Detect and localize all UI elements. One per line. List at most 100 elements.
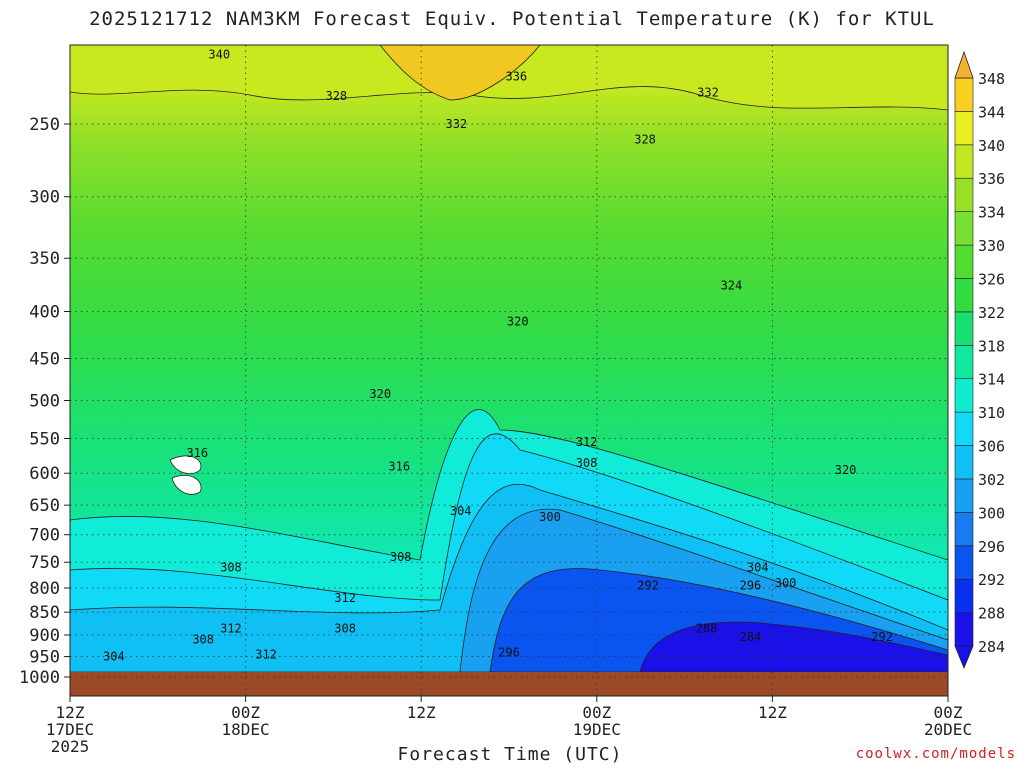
contour-label: 340 xyxy=(208,47,230,61)
x-tick-label: 20DEC xyxy=(924,720,972,739)
colorbar-label: 300 xyxy=(978,504,1005,522)
colorbar-box xyxy=(954,612,974,647)
colorbar-label: 302 xyxy=(978,471,1005,489)
contour-label: 312 xyxy=(334,591,356,605)
ground-surface xyxy=(70,672,948,696)
x-tick-label: 2025 xyxy=(51,737,90,756)
colorbar-box xyxy=(954,177,974,212)
contour-label: 288 xyxy=(696,621,718,635)
y-tick-label: 500 xyxy=(29,392,60,412)
colorbar-label: 318 xyxy=(978,337,1005,355)
x-axis-label: Forecast Time (UTC) xyxy=(397,744,623,765)
contour-label: 328 xyxy=(325,89,347,103)
band-288 xyxy=(639,621,948,673)
y-tick-label: 550 xyxy=(29,430,60,450)
contour-label: 292 xyxy=(871,630,893,644)
upper-warm-band xyxy=(70,45,948,111)
y-tick-label: 850 xyxy=(29,603,60,623)
contour-label: 308 xyxy=(576,456,598,470)
colorbar-box xyxy=(954,578,974,613)
colorbar-label: 340 xyxy=(978,137,1005,155)
contour-label: 284 xyxy=(740,630,762,644)
chart-title: 2025121712 NAM3KM Forecast Equiv. Potent… xyxy=(89,8,935,30)
blob-white-2 xyxy=(171,475,202,495)
colorbar-label: 348 xyxy=(978,70,1005,88)
contour-label: 308 xyxy=(220,561,242,575)
y-tick-label: 800 xyxy=(29,579,60,599)
y-tick-label: 650 xyxy=(29,496,60,516)
colorbar-box xyxy=(954,445,974,480)
colorbar-box xyxy=(954,278,974,313)
y-tick-label: 900 xyxy=(29,626,60,646)
colorbar-box xyxy=(954,77,974,112)
contour-label: 312 xyxy=(576,435,598,449)
contour-label: 312 xyxy=(220,621,242,635)
x-tick-label: 00Z xyxy=(582,703,611,722)
contour-label: 320 xyxy=(507,314,529,328)
colorbar-label: 322 xyxy=(978,304,1005,322)
y-tick-label: 300 xyxy=(29,188,60,208)
contour-label: 316 xyxy=(186,446,208,460)
colorbar-box xyxy=(954,545,974,580)
x-tick-label: 12Z xyxy=(56,703,85,722)
colorbar-label: 306 xyxy=(978,438,1005,456)
contour-label: 332 xyxy=(697,85,719,99)
colorbar-box xyxy=(954,378,974,413)
y-tick-label: 750 xyxy=(29,553,60,573)
contour-label: 292 xyxy=(637,578,659,592)
colorbar-label: 310 xyxy=(978,404,1005,422)
upper-max-blob xyxy=(379,45,541,101)
x-tick-label: 12Z xyxy=(758,703,787,722)
colorbar-box xyxy=(954,244,974,279)
contour-label: 296 xyxy=(498,645,520,659)
blob-white-1 xyxy=(169,455,202,474)
colorbar-box xyxy=(954,211,974,246)
y-tick-label: 950 xyxy=(29,648,60,668)
colorbar-box xyxy=(954,311,974,346)
contour-label: 324 xyxy=(721,279,743,293)
colorbar-top-arrow xyxy=(954,50,974,79)
contour-label: 300 xyxy=(539,510,561,524)
y-tick-label: 350 xyxy=(29,249,60,269)
x-tick-label: 12Z xyxy=(407,703,436,722)
contour-label: 320 xyxy=(835,463,857,477)
y-tick-label: 250 xyxy=(29,115,60,135)
colorbar-label: 288 xyxy=(978,605,1005,623)
contour-label: 304 xyxy=(747,561,769,575)
colorbar-label: 344 xyxy=(978,103,1005,121)
colorbar-label: 284 xyxy=(978,638,1005,656)
credit-text: coolwx.com/models xyxy=(855,746,1016,762)
y-tick-label: 600 xyxy=(29,464,60,484)
colorbar-box xyxy=(954,512,974,547)
contour-label: 296 xyxy=(740,578,762,592)
colorbar-box xyxy=(954,478,974,513)
contour-label: 332 xyxy=(445,117,467,131)
colorbar-box xyxy=(954,344,974,380)
colorbar-label: 330 xyxy=(978,237,1005,255)
y-tick-label: 1000 xyxy=(19,668,60,688)
colorbar-label: 292 xyxy=(978,571,1005,589)
contour-label: 336 xyxy=(505,70,527,84)
x-tick-label: 19DEC xyxy=(573,720,621,739)
contour-label: 320 xyxy=(369,387,391,401)
x-tick-label: 18DEC xyxy=(222,720,270,739)
contour-label: 312 xyxy=(255,647,277,661)
y-tick-label: 700 xyxy=(29,526,60,546)
y-tick-label: 450 xyxy=(29,349,60,369)
x-tick-label: 00Z xyxy=(934,703,963,722)
contour-label: 308 xyxy=(192,632,214,646)
colorbar-label: 314 xyxy=(978,371,1005,389)
contour-label: 328 xyxy=(634,133,656,147)
colorbar-label: 326 xyxy=(978,270,1005,288)
y-tick-label: 400 xyxy=(29,302,60,322)
colorbar-label: 334 xyxy=(978,204,1005,222)
contour-label: 316 xyxy=(388,460,410,474)
colorbar-label: 296 xyxy=(978,538,1005,556)
contour-label: 308 xyxy=(334,621,356,635)
contour-label: 304 xyxy=(103,650,125,664)
colorbar-bottom-arrow xyxy=(954,645,974,670)
x-tick-label: 17DEC xyxy=(46,720,94,739)
colorbar-box xyxy=(954,144,974,179)
